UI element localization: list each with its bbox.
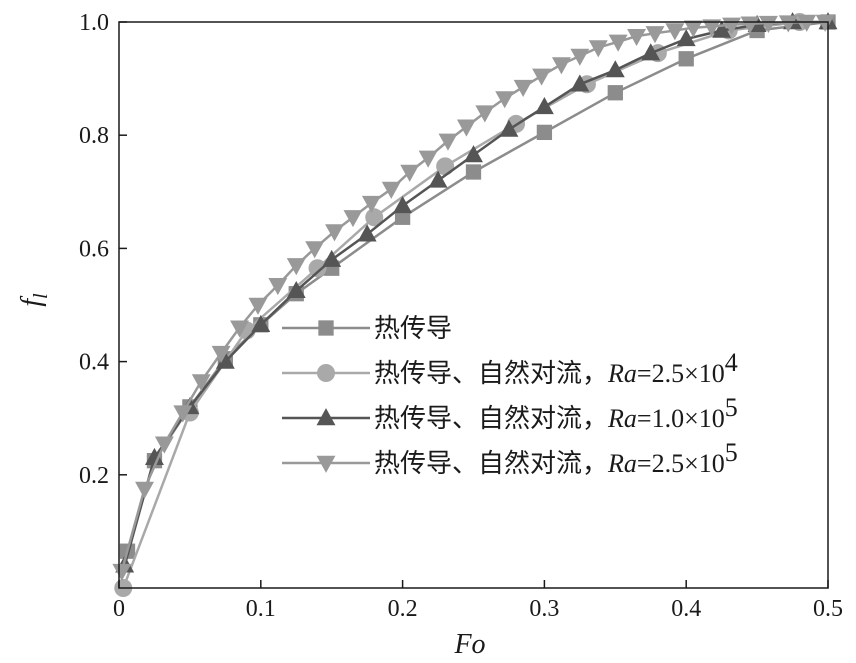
y-tick-label: 1.0	[79, 10, 109, 36]
series-4-point	[495, 91, 515, 109]
series-4-line	[120, 20, 826, 572]
series-4-point	[532, 68, 552, 86]
series-4-point	[551, 57, 571, 75]
series-3-point	[641, 43, 661, 61]
series-4-point	[361, 195, 381, 214]
plot-area	[112, 12, 838, 597]
series-4-point	[191, 374, 211, 392]
legend-marker	[317, 364, 335, 382]
x-axis-title: Fo	[453, 629, 485, 660]
series-4-point	[211, 345, 231, 364]
series-3-point	[251, 314, 271, 333]
series-4-point	[740, 16, 760, 34]
series-3-point	[145, 447, 164, 466]
legend-marker	[316, 455, 336, 473]
series-4-point	[248, 297, 268, 315]
series-3-point	[605, 60, 625, 78]
series-4-point	[325, 224, 344, 242]
axes: 0 0.1 0.2 0.3 0.4 0.5 0.2 0.4 0.6 0.8 1.0	[79, 10, 843, 622]
legend-label: 热传导、自然对流，Ra=1.0×105	[374, 393, 738, 434]
series-4-point	[381, 181, 401, 199]
x-tick-label: 0	[113, 596, 125, 622]
series-3-point	[286, 280, 306, 299]
series-3-point	[534, 97, 554, 115]
series-3-point	[464, 145, 483, 163]
series-3-line	[123, 20, 828, 566]
series-3-point	[215, 351, 235, 369]
series-4-point	[438, 133, 458, 151]
y-tick-label: 0.2	[79, 463, 109, 489]
series-1-point	[394, 209, 411, 225]
series-1-point	[536, 124, 553, 141]
series-4-point	[456, 119, 476, 137]
series-4-point	[645, 26, 665, 44]
series-4	[112, 14, 835, 581]
x-tick-label: 0.2	[388, 596, 418, 622]
legend-label: 热传导、自然对流，Ra=2.5×104	[374, 348, 738, 389]
y-tick-label: 0.6	[79, 236, 109, 262]
series-4-point	[513, 79, 533, 97]
series-4-point	[400, 164, 420, 182]
series-4-point	[154, 436, 174, 454]
series-4-point	[418, 150, 438, 168]
series-2-line	[122, 20, 800, 589]
series-3-point	[712, 20, 732, 38]
series-4-point	[475, 105, 495, 123]
series-4-point	[343, 210, 363, 228]
series-4-point	[778, 15, 798, 33]
legend-entry-2: 热传导、自然对流，Ra=2.5×104	[282, 348, 738, 389]
series-2	[114, 13, 809, 597]
series-4-point	[815, 14, 835, 32]
series-4-point	[112, 563, 132, 581]
series-3-point	[357, 224, 377, 242]
series-3-point	[322, 249, 342, 267]
series-1-point	[678, 51, 694, 67]
legend: 热传导热传导、自然对流，Ra=2.5×104热传导、自然对流，Ra=1.0×10…	[282, 314, 738, 479]
series-3-point	[570, 74, 590, 92]
legend-marker	[316, 408, 336, 426]
series-3-point	[428, 170, 448, 188]
series-1-point	[465, 164, 482, 180]
x-tick-label: 0.1	[246, 596, 276, 622]
legend-entry-1: 热传导	[282, 314, 452, 344]
series-4-point	[570, 48, 590, 66]
series-2-point	[365, 208, 384, 227]
series-4-point	[608, 34, 628, 52]
series-3	[115, 12, 838, 573]
series-4-point	[305, 241, 325, 259]
legend-entry-3: 热传导、自然对流，Ra=1.0×105	[282, 393, 738, 434]
series-3-point	[393, 196, 413, 214]
legend-marker	[318, 320, 334, 336]
legend-label: 热传导、自然对流，Ra=2.5×105	[374, 438, 738, 479]
series-4-point	[286, 258, 306, 276]
series-4-point	[268, 277, 288, 296]
series-3-point	[499, 119, 519, 137]
series-4-point	[683, 20, 703, 38]
y-axis-title: fl	[16, 293, 52, 307]
series-4-point	[588, 40, 608, 58]
y-tick-label: 0.8	[79, 123, 109, 149]
x-tick-label: 0.3	[529, 596, 559, 622]
x-tick-label: 0.5	[813, 596, 843, 622]
series-1-point	[607, 85, 623, 101]
series-4-point	[627, 28, 647, 47]
series-4-point	[702, 19, 722, 37]
y-axis-title-sub: l	[30, 293, 52, 299]
series-3-point	[676, 29, 696, 47]
legend-label: 热传导	[374, 314, 452, 344]
plot-frame	[118, 21, 829, 589]
series-4-point	[797, 14, 817, 32]
series-4-point	[135, 481, 154, 499]
series-4-point	[230, 320, 249, 338]
series-2-point	[308, 259, 327, 278]
series-4-point	[665, 23, 685, 41]
y-tick-label: 0.4	[79, 350, 109, 376]
x-tick-label: 0.4	[671, 596, 701, 622]
svg-text:fl: fl	[16, 293, 52, 307]
y-axis-title-main: f	[16, 296, 47, 307]
series-4-point	[758, 15, 778, 34]
series-4-point	[173, 405, 193, 423]
legend-entry-4: 热传导、自然对流，Ra=2.5×105	[282, 438, 738, 479]
